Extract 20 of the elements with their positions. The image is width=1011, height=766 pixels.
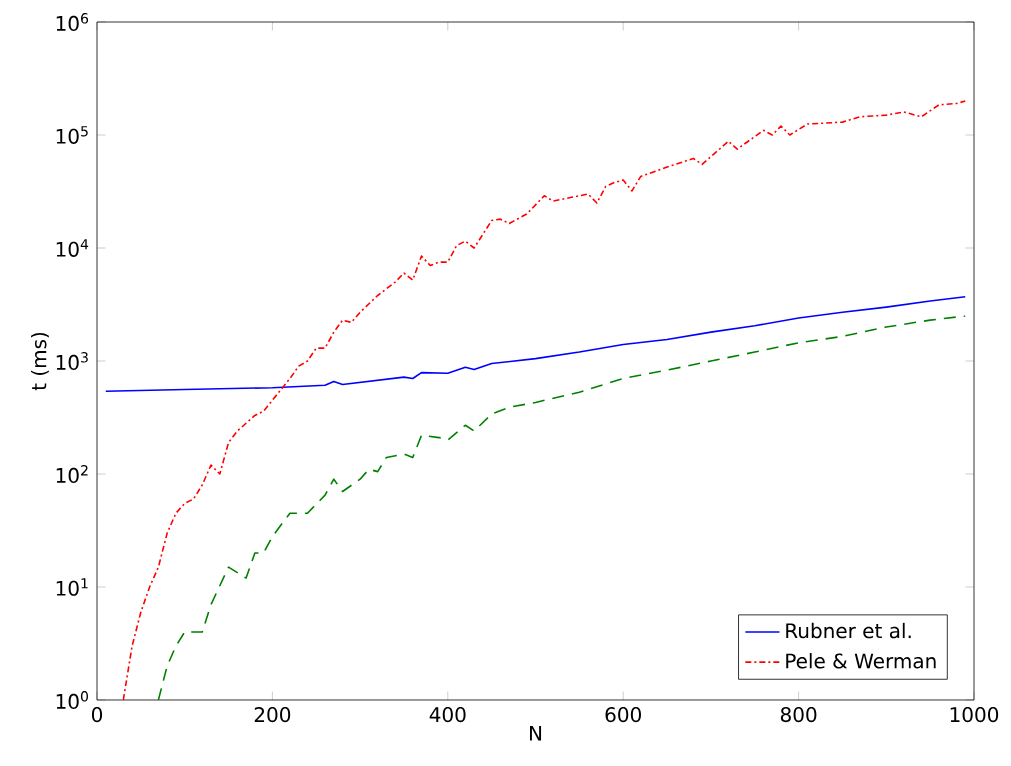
legend-label: Pele & Werman [786, 653, 936, 669]
y-tick-label: 10$^{4}$ [56, 239, 89, 257]
y-tick-label: 10$^{0}$ [56, 691, 88, 709]
x-tick-label: 600 [605, 707, 641, 723]
line-series [122, 100, 967, 700]
y-tick-label: 10$^{2}$ [56, 465, 88, 483]
x-tick-label: 400 [429, 707, 466, 723]
y-tick-label: 10$^{1}$ [56, 578, 88, 596]
line-series [104, 296, 967, 393]
x-tick-label: 1000 [950, 707, 999, 723]
y-tick-label: 10$^{6}$ [56, 13, 89, 31]
y-axis-title: t (ms) [31, 332, 49, 391]
y-tick-label: 10$^{5}$ [56, 126, 88, 144]
x-tick-label: 800 [780, 707, 817, 723]
legend-label: Rubner et al. [786, 622, 911, 639]
x-tick-label: 0 [91, 707, 103, 723]
x-tick-label: 200 [254, 707, 291, 723]
line-series [157, 315, 967, 700]
y-tick-label: 10$^{3}$ [56, 352, 88, 370]
x-axis-title: N [530, 725, 542, 741]
